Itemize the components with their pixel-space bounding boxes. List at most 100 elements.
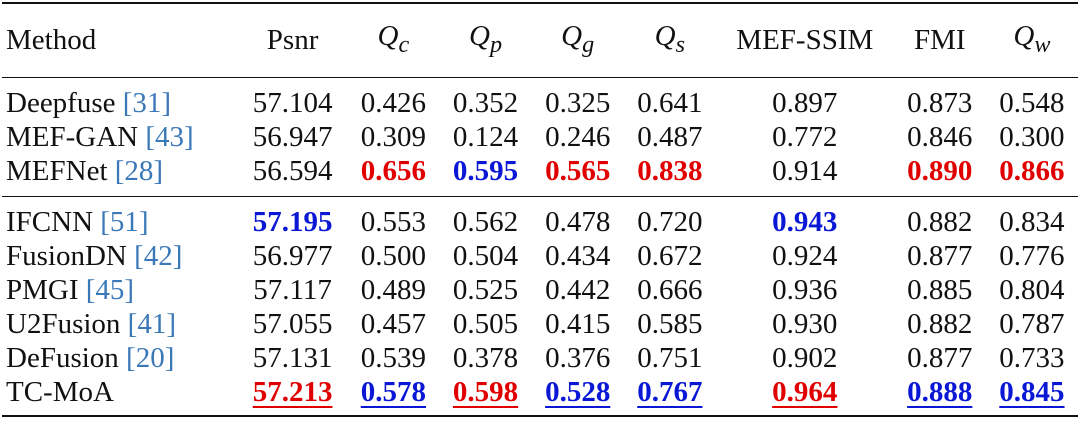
metric-value: 0.246: [545, 120, 611, 153]
value-cell: 0.595: [439, 154, 531, 197]
value-cell: 57.055: [238, 307, 347, 341]
value-cell: 0.776: [986, 239, 1078, 273]
metric-value: 0.772: [772, 120, 838, 153]
header-method: Method: [6, 24, 97, 57]
metric-value: 0.478: [545, 205, 611, 238]
metric-value: 0.964: [772, 375, 838, 408]
header-qw: Qw: [1013, 20, 1051, 58]
value-cell: 0.124: [439, 120, 531, 154]
value-cell: 57.213: [238, 375, 347, 416]
metric-value: 0.124: [452, 120, 519, 153]
header-qp: Qp: [469, 20, 503, 58]
citation-link[interactable]: [51]: [100, 205, 149, 238]
metric-value: 0.585: [637, 307, 703, 340]
method-cell: Deepfuse [31]: [2, 77, 238, 120]
citation-link[interactable]: [45]: [85, 273, 135, 306]
value-cell: 0.767: [624, 375, 716, 416]
value-cell: 0.376: [532, 341, 624, 375]
metric-value: 0.897: [772, 86, 838, 119]
value-cell: 0.525: [439, 273, 531, 307]
metric-value: 0.562: [452, 205, 519, 238]
value-cell: 0.500: [347, 239, 439, 273]
metric-value: 57.131: [252, 341, 333, 374]
value-cell: 0.838: [624, 154, 716, 197]
metric-value: 0.656: [360, 154, 426, 187]
value-cell: 56.977: [238, 239, 347, 273]
citation-link[interactable]: [43]: [145, 120, 194, 153]
value-cell: 0.641: [624, 77, 716, 120]
metric-value: 0.767: [637, 375, 703, 408]
method-name: PMGI: [6, 273, 79, 306]
citation-link[interactable]: [42]: [134, 239, 183, 272]
method-cell: U2Fusion [41]: [2, 307, 238, 341]
metric-value: 0.866: [999, 154, 1065, 187]
method-name: FusionDN: [6, 239, 127, 272]
value-cell: 0.457: [347, 307, 439, 341]
table-row: PMGI [45] 57.117 0.489 0.525 0.442 0.666 0.936…: [2, 273, 1078, 307]
method-name: U2Fusion: [6, 307, 121, 340]
metric-value: 57.117: [253, 273, 332, 306]
metric-value: 0.787: [999, 307, 1065, 340]
citation-link[interactable]: [20]: [126, 341, 175, 374]
value-cell: 0.325: [532, 77, 624, 120]
metric-value: 0.457: [360, 307, 426, 340]
value-cell: 0.964: [716, 375, 894, 416]
metric-value: 56.594: [252, 154, 333, 187]
header-qs: Qs: [654, 20, 686, 58]
value-cell: 0.565: [532, 154, 624, 197]
method-cell: MEF-GAN [43]: [2, 120, 238, 154]
metric-value: 0.325: [545, 86, 611, 119]
method-cell: FusionDN [42]: [2, 239, 238, 273]
method-name: MEF-GAN: [6, 120, 139, 153]
metric-value: 0.873: [907, 86, 973, 119]
value-cell: 0.300: [986, 120, 1078, 154]
metric-value: 57.213: [252, 375, 333, 408]
metric-value: 0.300: [999, 120, 1065, 153]
value-cell: 57.117: [238, 273, 347, 307]
value-cell: 0.246: [532, 120, 624, 154]
table-row: FusionDN [42] 56.977 0.500 0.504 0.434 0.672 0…: [2, 239, 1078, 273]
metric-value: 0.804: [999, 273, 1065, 306]
value-cell: 0.751: [624, 341, 716, 375]
value-cell: 0.866: [986, 154, 1078, 197]
header-row: Method Psnr Qc Qp Qg Qs MEF-SSIM FMI Qw: [2, 3, 1078, 77]
value-cell: 0.539: [347, 341, 439, 375]
citation-link[interactable]: [41]: [127, 307, 176, 340]
metric-value: 0.930: [772, 307, 838, 340]
value-cell: 0.352: [439, 77, 531, 120]
metric-value: 0.352: [452, 86, 519, 119]
metric-value: 0.376: [545, 341, 611, 374]
value-cell: 0.845: [986, 375, 1078, 416]
value-cell: 0.873: [894, 77, 986, 120]
value-cell: 57.104: [238, 77, 347, 120]
value-cell: 56.947: [238, 120, 347, 154]
metric-value: 0.834: [999, 205, 1065, 238]
metric-value: 0.902: [772, 341, 838, 374]
metric-value: 0.890: [907, 154, 973, 187]
citation-link[interactable]: [28]: [114, 154, 164, 187]
value-cell: 0.528: [532, 375, 624, 416]
metric-value: 0.885: [907, 273, 973, 306]
value-cell: 0.378: [439, 341, 531, 375]
metric-value: 0.924: [772, 239, 838, 272]
metric-value: 0.553: [360, 205, 426, 238]
metric-value: 56.947: [252, 120, 333, 153]
citation-link[interactable]: [31]: [122, 86, 172, 119]
value-cell: 0.885: [894, 273, 986, 307]
value-cell: 0.882: [894, 196, 986, 239]
value-cell: 0.877: [894, 341, 986, 375]
metric-value: 0.877: [907, 341, 973, 374]
value-cell: 0.888: [894, 375, 986, 416]
value-cell: 0.504: [439, 239, 531, 273]
method-name: TC-MoA: [6, 375, 114, 408]
value-cell: 0.890: [894, 154, 986, 197]
metric-value: 0.845: [999, 375, 1065, 408]
table-row: TC-MoA 57.213 0.578 0.598 0.528 0.767 0.964 0.8…: [2, 375, 1078, 416]
metric-value: 0.528: [545, 375, 611, 408]
metric-value: 0.838: [637, 154, 703, 187]
value-cell: 0.487: [624, 120, 716, 154]
value-cell: 0.787: [986, 307, 1078, 341]
metric-value: 0.426: [360, 86, 426, 119]
metric-value: 0.733: [999, 341, 1065, 374]
table-row: MEFNet [28] 56.594 0.656 0.595 0.565 0.838 0.9…: [2, 154, 1078, 197]
